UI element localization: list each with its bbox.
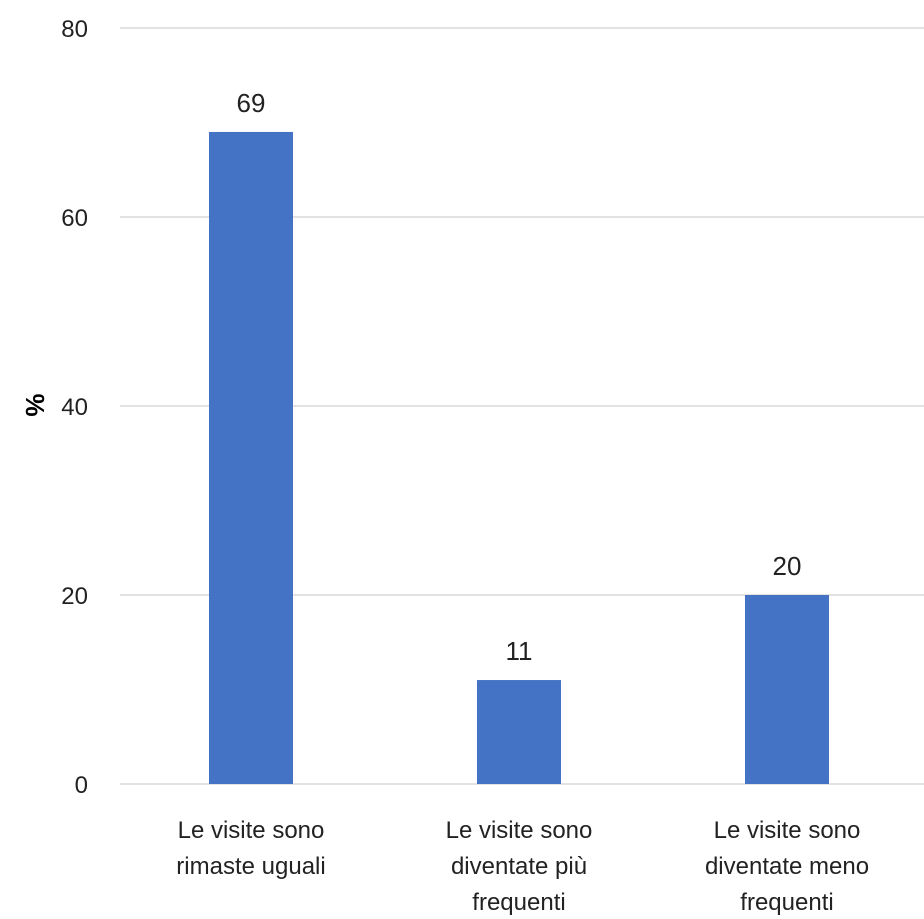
x-category-label: diventate più <box>451 853 587 880</box>
y-tick-label: 80 <box>61 16 88 43</box>
x-category-label: Le visite sono <box>446 817 593 844</box>
data-label: 20 <box>773 551 802 581</box>
bar <box>745 595 829 784</box>
x-category-label: frequenti <box>472 889 565 916</box>
bar <box>477 680 561 784</box>
x-category-label: Le visite sono <box>714 817 861 844</box>
x-category-label: frequenti <box>740 889 833 916</box>
x-axis-categories: Le visite sono rimaste uguali Le visite so… <box>176 817 869 916</box>
y-tick-label: 20 <box>61 583 88 610</box>
x-category-label: rimaste uguali <box>176 853 325 880</box>
data-labels: 69 11 20 <box>237 88 802 666</box>
y-tick-label: 60 <box>61 205 88 232</box>
y-axis-ticks: 0 20 40 60 80 <box>61 16 88 799</box>
y-tick-label: 0 <box>75 772 88 799</box>
x-category-label: diventate meno <box>705 853 869 880</box>
y-tick-label: 40 <box>61 394 88 421</box>
data-label: 11 <box>506 636 533 666</box>
bars <box>209 131 829 784</box>
data-label: 69 <box>237 88 266 118</box>
x-category-label: Le visite sono <box>178 817 325 844</box>
y-axis-label: % <box>20 393 50 416</box>
bar <box>209 131 293 784</box>
